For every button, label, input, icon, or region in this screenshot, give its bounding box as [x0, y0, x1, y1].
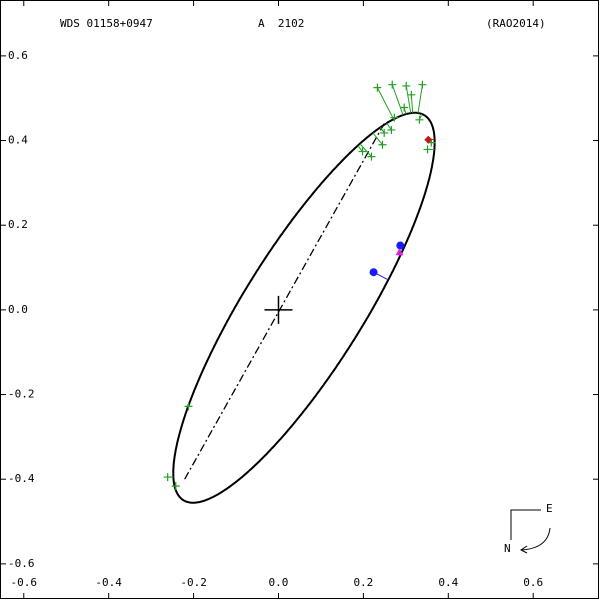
- orbit-ellipse: [172, 111, 436, 504]
- primary-star: [264, 295, 293, 324]
- y-tick-label: 0.6: [8, 49, 28, 62]
- residual: [391, 84, 404, 116]
- observation: [418, 80, 427, 89]
- compass: E N: [504, 502, 553, 555]
- chart-subtitle: A 2102: [258, 17, 304, 30]
- observation: [424, 135, 433, 144]
- observation: [380, 128, 389, 137]
- x-tick-label: -0.6: [11, 576, 38, 589]
- residual: [386, 122, 392, 131]
- observation: [402, 81, 411, 90]
- x-tick-label: 0.4: [438, 576, 458, 589]
- residual: [405, 85, 412, 114]
- observation: [171, 481, 180, 490]
- observation: [407, 90, 416, 99]
- x-tick-label: -0.2: [180, 576, 207, 589]
- observation: [358, 147, 367, 156]
- observation: [423, 145, 432, 154]
- y-tick-label: 0.0: [8, 303, 28, 316]
- residual: [359, 143, 372, 157]
- residual: [380, 127, 385, 134]
- x-tick-label: 0.2: [353, 576, 373, 589]
- observation: [184, 402, 193, 411]
- observation: [400, 103, 409, 112]
- residual: [417, 84, 423, 114]
- x-tick-label: -0.4: [95, 576, 122, 589]
- compass-arrow: [520, 527, 551, 554]
- residual: [376, 87, 395, 120]
- y-tick-label: 0.4: [8, 134, 28, 147]
- observation: [396, 241, 405, 250]
- residual: [357, 145, 363, 152]
- observation: [387, 125, 396, 134]
- observation: [367, 152, 376, 161]
- x-tick-label: 0.6: [523, 576, 543, 589]
- compass-north: N: [504, 542, 511, 555]
- observation: [395, 248, 404, 256]
- y-tick-label: 0.2: [8, 218, 28, 231]
- compass-east: E: [546, 502, 553, 515]
- observation: [163, 473, 172, 482]
- reference: (RAO2014): [486, 17, 546, 30]
- compass-lines: [510, 509, 541, 540]
- observation: [373, 83, 382, 92]
- observation: [415, 115, 424, 124]
- observation: [378, 140, 387, 149]
- y-tick-label: -0.4: [8, 472, 35, 485]
- y-tick-label: -0.6: [8, 557, 35, 570]
- line-of-nodes: [184, 123, 385, 480]
- observation: [390, 113, 399, 122]
- y-tick-label: -0.2: [8, 388, 35, 401]
- observation: [388, 80, 397, 89]
- residual: [372, 132, 383, 146]
- chart-title: WDS 01158+0947: [60, 17, 153, 30]
- observation: [369, 268, 378, 277]
- x-tick-label: 0.0: [269, 576, 289, 589]
